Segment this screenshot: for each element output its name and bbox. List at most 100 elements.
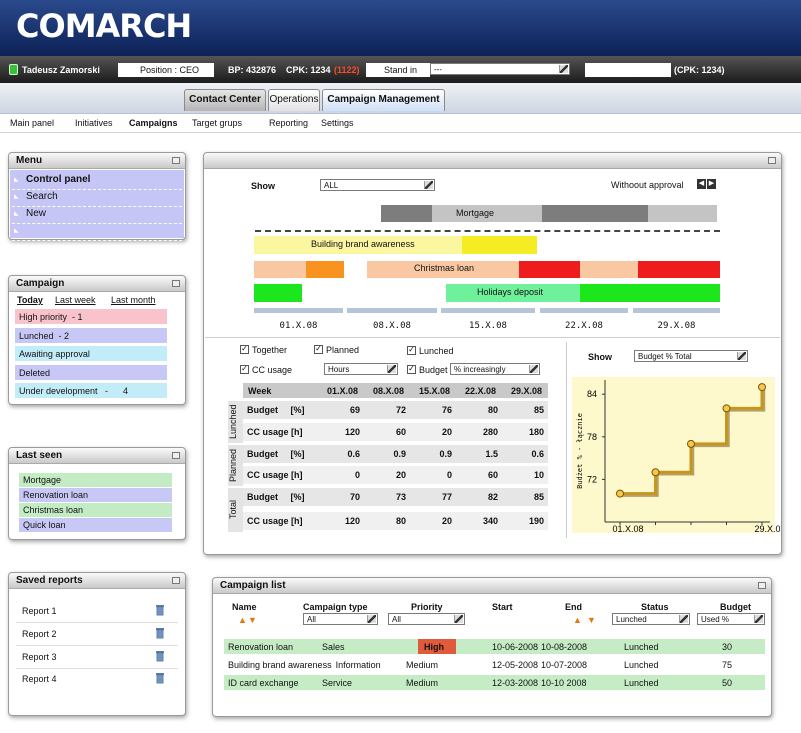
- table-cell: 85: [533, 405, 544, 415]
- list-column-header: Budget: [720, 602, 751, 612]
- last-seen-item[interactable]: Mortgage: [19, 473, 172, 487]
- table-cell: 340: [482, 516, 498, 526]
- priority-filter[interactable]: All: [388, 613, 465, 625]
- list-row[interactable]: [224, 675, 765, 690]
- end-date: 10-07-2008: [541, 660, 588, 670]
- table-row: [243, 511, 548, 530]
- minimize-button[interactable]: [172, 452, 180, 459]
- redacted-box: [585, 63, 671, 77]
- timeline-segment: [462, 236, 537, 254]
- budget-filter[interactable]: Used %: [697, 613, 765, 625]
- delete-icon[interactable]: [155, 604, 165, 616]
- sort-arrow[interactable]: ▼: [587, 615, 596, 625]
- nav-link[interactable]: Settings: [321, 118, 354, 128]
- campaign-filter[interactable]: Deleted: [15, 364, 167, 380]
- period-link[interactable]: Last week: [55, 295, 96, 305]
- campaign-name[interactable]: Building brand awareness: [228, 660, 332, 670]
- report-link[interactable]: Report 1: [22, 606, 57, 616]
- list-row[interactable]: [224, 657, 765, 672]
- report-link[interactable]: Report 4: [22, 674, 57, 684]
- checkbox[interactable]: ✓: [240, 344, 249, 354]
- period-link[interactable]: Last month: [111, 295, 156, 305]
- minimize-button[interactable]: [172, 157, 180, 164]
- report-link[interactable]: Report 3: [22, 652, 57, 662]
- tab[interactable]: Operations: [268, 89, 320, 111]
- checkbox[interactable]: ✓: [314, 344, 323, 354]
- campaign-name[interactable]: Renovation loan: [228, 642, 294, 652]
- delete-icon[interactable]: [155, 672, 165, 684]
- menu-icon: ◣: [14, 211, 19, 217]
- row-label: CC usage [h]: [247, 516, 303, 526]
- nav-link[interactable]: Main panel: [10, 118, 55, 128]
- cc-unit-select[interactable]: Hours: [324, 363, 398, 375]
- start-date: 12-03-2008: [492, 678, 539, 688]
- menu-item[interactable]: New: [26, 208, 47, 219]
- next-button[interactable]: ▶: [707, 179, 716, 189]
- delete-icon[interactable]: [155, 650, 165, 662]
- priority: High: [424, 642, 444, 652]
- prev-button[interactable]: ◀: [697, 179, 706, 189]
- week-label: 01.X.08: [279, 321, 318, 331]
- nav-link[interactable]: Campaigns: [129, 118, 178, 128]
- campaign-filter[interactable]: Under development - 4: [15, 383, 167, 398]
- x-tick-label: 29.X.08: [754, 524, 780, 534]
- column-header: 29.X.08: [510, 386, 542, 396]
- status: Lunched: [624, 642, 659, 652]
- minimize-button[interactable]: [758, 582, 766, 589]
- last-seen-item[interactable]: Renovation loan: [19, 488, 172, 502]
- menu-item[interactable]: Search: [26, 191, 58, 202]
- checkbox[interactable]: ✓: [407, 345, 416, 355]
- type-filter[interactable]: All: [303, 613, 378, 625]
- sort-arrow[interactable]: ▲: [573, 615, 582, 625]
- checkbox-label: CC usage: [252, 365, 293, 375]
- minimize-button[interactable]: [172, 577, 180, 584]
- column-header: 01.X.08: [326, 386, 358, 396]
- title-bar: Saved reports: [9, 573, 185, 589]
- menu-item[interactable]: Control panel: [26, 174, 91, 185]
- delete-icon[interactable]: [155, 627, 165, 639]
- list-column-header: Name: [232, 602, 257, 612]
- status-filter[interactable]: Lunched: [612, 613, 690, 625]
- period-link[interactable]: Today: [17, 295, 43, 305]
- checkbox[interactable]: ✓: [240, 364, 249, 374]
- nav-link[interactable]: Target grups: [192, 118, 243, 128]
- last-seen-item[interactable]: Christmas loan: [19, 503, 172, 517]
- campaign-name[interactable]: ID card exchange: [228, 678, 299, 688]
- checkbox[interactable]: ✓: [407, 364, 416, 374]
- campaign-filter[interactable]: Lunched - 2: [15, 327, 167, 343]
- sort-arrow[interactable]: ▼: [248, 615, 257, 625]
- last-seen-item[interactable]: Quick loan: [19, 518, 172, 532]
- checkbox-label: Together: [252, 345, 288, 355]
- stand-in-select[interactable]: ---: [430, 63, 570, 75]
- approval-label: Withoout approval: [611, 180, 684, 190]
- list-row[interactable]: [224, 639, 765, 654]
- budget: 30: [722, 642, 733, 652]
- row-label: CC usage [h]: [247, 470, 303, 480]
- group-cell: [228, 444, 243, 486]
- report-link[interactable]: Report 2: [22, 629, 57, 639]
- stand-in: Stand in: [384, 65, 418, 75]
- column-header: 08.X.08: [372, 386, 404, 396]
- table-cell: 0.9: [393, 449, 406, 459]
- budget-mode-select[interactable]: % increasingly: [450, 363, 540, 375]
- nav-link[interactable]: Reporting: [269, 118, 309, 128]
- week-marker: [540, 308, 628, 313]
- chart-select[interactable]: Budget % Total: [634, 350, 748, 362]
- minimize-button[interactable]: [172, 280, 180, 287]
- data-point: [687, 439, 695, 448]
- budget: 50: [722, 678, 733, 688]
- timeline-bar-label: Building brand awareness: [311, 239, 415, 249]
- show-select[interactable]: ALL: [320, 179, 435, 191]
- y-tick-label: 78: [587, 432, 597, 442]
- table-cell: 0.6: [531, 449, 544, 459]
- table-cell: 120: [344, 427, 360, 437]
- campaign-filter[interactable]: Awaiting approval: [15, 346, 167, 361]
- campaign-filter[interactable]: High priority - 1: [15, 309, 167, 324]
- priority: Medium: [406, 660, 439, 670]
- tab[interactable]: Contact Center: [184, 89, 266, 111]
- nav-link[interactable]: Initiatives: [75, 118, 113, 128]
- sort-arrow[interactable]: ▲: [238, 615, 247, 625]
- timeline-segment: [254, 261, 306, 278]
- tab[interactable]: Campaign Management: [322, 89, 445, 111]
- minimize-button[interactable]: [768, 157, 776, 164]
